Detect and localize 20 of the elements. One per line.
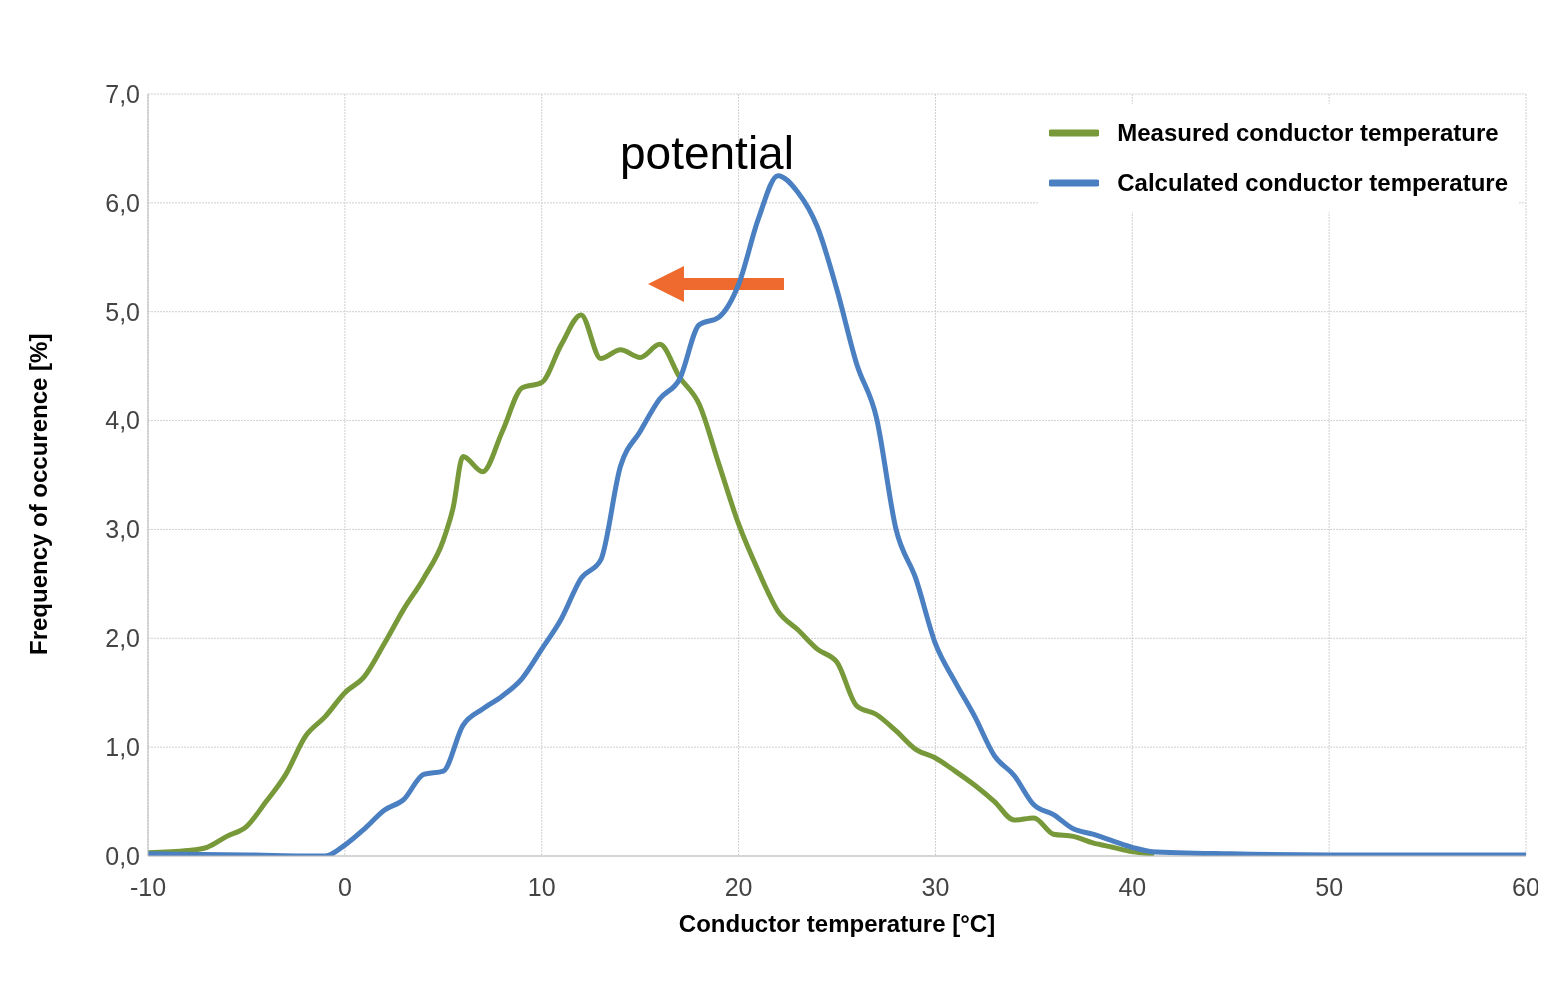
x-tick-label: 0 xyxy=(337,872,352,901)
annotation: potential xyxy=(620,126,794,180)
y-tick-label: 5,0 xyxy=(105,297,140,326)
x-tick-label: 20 xyxy=(724,872,753,901)
legend-label: Calculated conductor temperature xyxy=(1117,169,1508,197)
x-tick-label: 50 xyxy=(1315,872,1344,901)
y-tick-label: 0,0 xyxy=(105,841,140,870)
x-tick-label: -10 xyxy=(129,872,167,901)
legend-label: Measured conductor temperature xyxy=(1117,119,1499,147)
y-axis-title: Frequency of occurence [%] xyxy=(24,333,52,655)
y-tick-label: 4,0 xyxy=(105,406,140,435)
y-tick-label: 2,0 xyxy=(105,624,140,653)
y-tick-label: 6,0 xyxy=(105,188,140,217)
y-tick-label: 1,0 xyxy=(105,733,140,762)
y-tick-label: 3,0 xyxy=(105,515,140,544)
x-tick-label: 10 xyxy=(527,872,556,901)
x-axis-title: Conductor temperature [°C] xyxy=(678,910,996,937)
x-tick-label: 40 xyxy=(1118,872,1147,901)
y-tick-label: 7,0 xyxy=(105,79,140,108)
x-tick-label: 30 xyxy=(921,872,950,901)
